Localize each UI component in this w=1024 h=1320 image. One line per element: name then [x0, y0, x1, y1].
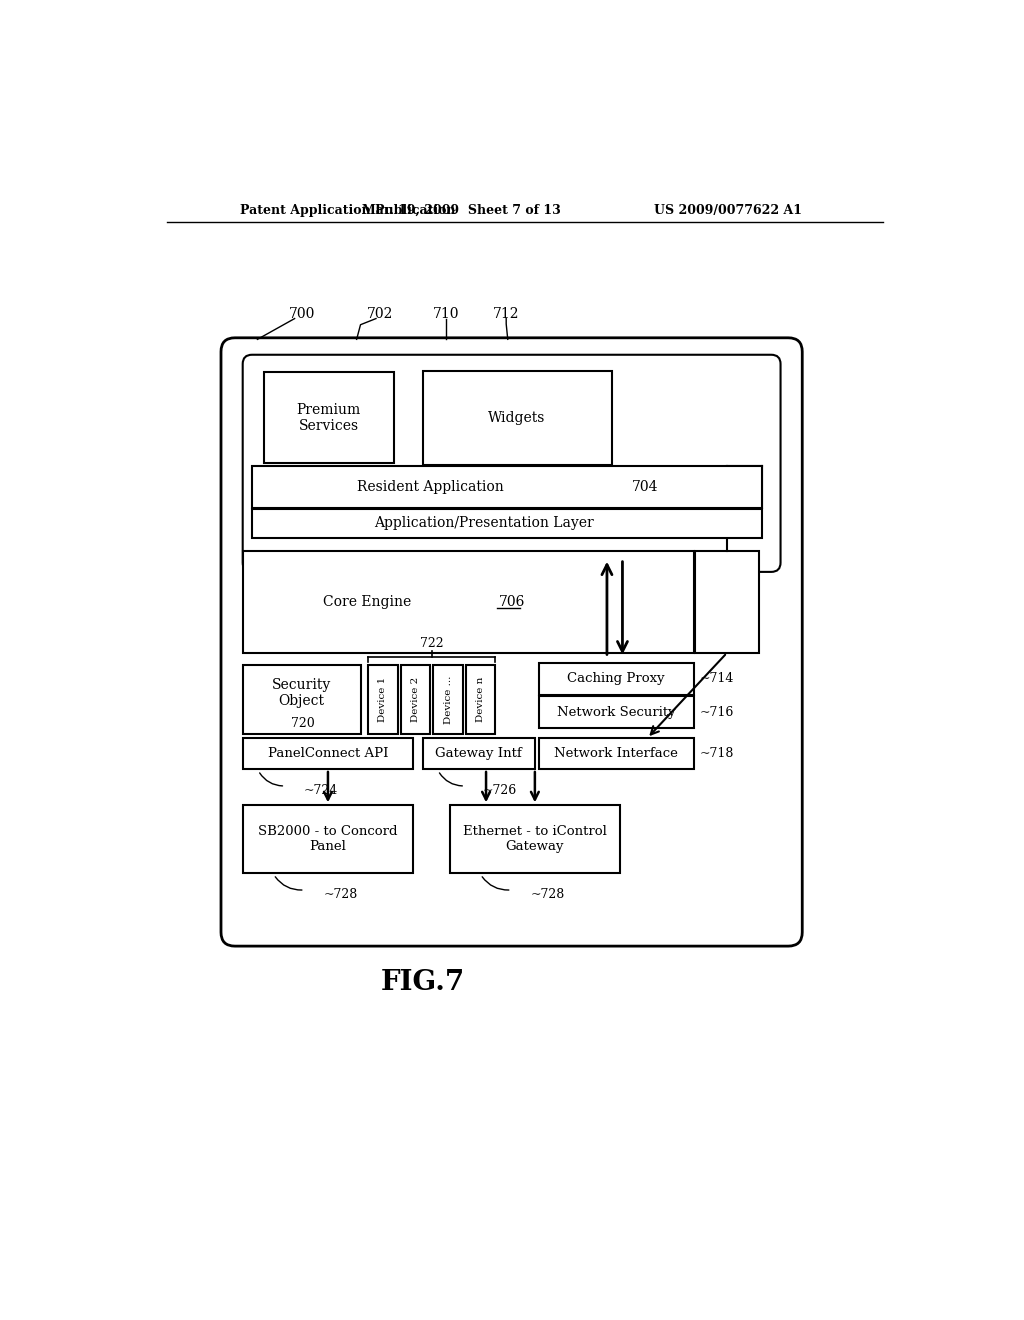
- Text: 700: 700: [289, 308, 315, 321]
- Text: SB2000 - to Concord
Panel: SB2000 - to Concord Panel: [258, 825, 397, 853]
- Text: Caching Proxy: Caching Proxy: [567, 672, 665, 685]
- Bar: [466, 665, 496, 734]
- Bar: [695, 552, 759, 653]
- Text: ~728: ~728: [531, 888, 565, 902]
- Text: 704: 704: [632, 480, 658, 494]
- Text: 702: 702: [367, 308, 393, 321]
- Bar: [243, 805, 414, 873]
- Text: 720: 720: [291, 717, 314, 730]
- FancyBboxPatch shape: [243, 355, 780, 572]
- Text: Network Interface: Network Interface: [554, 747, 678, 760]
- Text: 710: 710: [432, 308, 459, 321]
- Bar: [243, 552, 693, 653]
- Text: PanelConnect API: PanelConnect API: [267, 747, 388, 760]
- Text: 722: 722: [420, 638, 443, 649]
- Text: Device ...: Device ...: [443, 676, 453, 723]
- Text: Ethernet - to iControl
Gateway: Ethernet - to iControl Gateway: [463, 825, 607, 853]
- Text: Application/Presentation Layer: Application/Presentation Layer: [374, 516, 594, 531]
- Text: ~718: ~718: [700, 747, 734, 760]
- Text: Gateway Intf: Gateway Intf: [435, 747, 521, 760]
- Text: FIG.7: FIG.7: [380, 969, 465, 995]
- Text: ~716: ~716: [700, 705, 734, 718]
- Bar: [423, 738, 535, 770]
- Text: Premium
Services: Premium Services: [297, 403, 360, 433]
- Bar: [450, 805, 621, 873]
- Bar: [539, 663, 693, 696]
- FancyBboxPatch shape: [221, 338, 802, 946]
- Text: Patent Application Publication: Patent Application Publication: [241, 205, 456, 218]
- Text: Mar. 19, 2009  Sheet 7 of 13: Mar. 19, 2009 Sheet 7 of 13: [361, 205, 560, 218]
- Bar: [400, 665, 430, 734]
- Text: Core Engine: Core Engine: [323, 595, 411, 609]
- Text: Widgets: Widgets: [488, 411, 546, 425]
- Text: Device 1: Device 1: [379, 677, 387, 722]
- Text: Device 2: Device 2: [411, 677, 420, 722]
- Text: US 2009/0077622 A1: US 2009/0077622 A1: [654, 205, 802, 218]
- Text: Resident Application: Resident Application: [357, 480, 504, 494]
- Text: Security
Object: Security Object: [272, 677, 331, 708]
- Bar: [252, 466, 762, 508]
- Text: ~724: ~724: [303, 784, 337, 797]
- Bar: [369, 665, 397, 734]
- Text: 712: 712: [493, 308, 519, 321]
- Text: Network Security: Network Security: [557, 705, 676, 718]
- Bar: [423, 371, 612, 465]
- Text: ~726: ~726: [483, 784, 517, 797]
- Text: ~714: ~714: [700, 672, 734, 685]
- Bar: [433, 665, 463, 734]
- Bar: [243, 738, 414, 770]
- Bar: [243, 665, 360, 734]
- Bar: [539, 696, 693, 729]
- Bar: [539, 738, 693, 770]
- Text: ~728: ~728: [324, 888, 358, 902]
- Text: Device n: Device n: [476, 677, 485, 722]
- Bar: [263, 372, 394, 463]
- Bar: [252, 508, 762, 539]
- Text: 706: 706: [499, 595, 525, 609]
